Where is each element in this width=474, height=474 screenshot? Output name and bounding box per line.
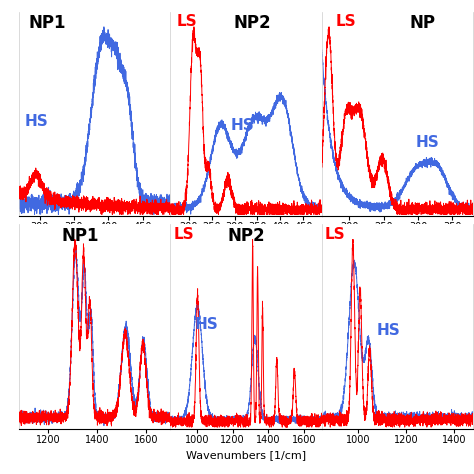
Text: NP1: NP1	[61, 227, 99, 245]
X-axis label: Wavenumbers [1/cm]: Wavenumbers [1/cm]	[186, 450, 306, 460]
Text: LS: LS	[173, 227, 194, 242]
Text: LS: LS	[325, 227, 346, 242]
Text: LS: LS	[176, 14, 197, 29]
Text: NP2: NP2	[234, 14, 272, 32]
Text: NP2: NP2	[228, 227, 265, 245]
Text: NP: NP	[410, 14, 436, 32]
Text: HS: HS	[416, 135, 439, 149]
Text: HS: HS	[194, 317, 219, 331]
Text: HS: HS	[376, 323, 400, 337]
Text: LS: LS	[335, 14, 356, 29]
Text: NP1: NP1	[28, 14, 65, 32]
Text: HS: HS	[231, 118, 255, 133]
Text: HS: HS	[25, 114, 49, 129]
